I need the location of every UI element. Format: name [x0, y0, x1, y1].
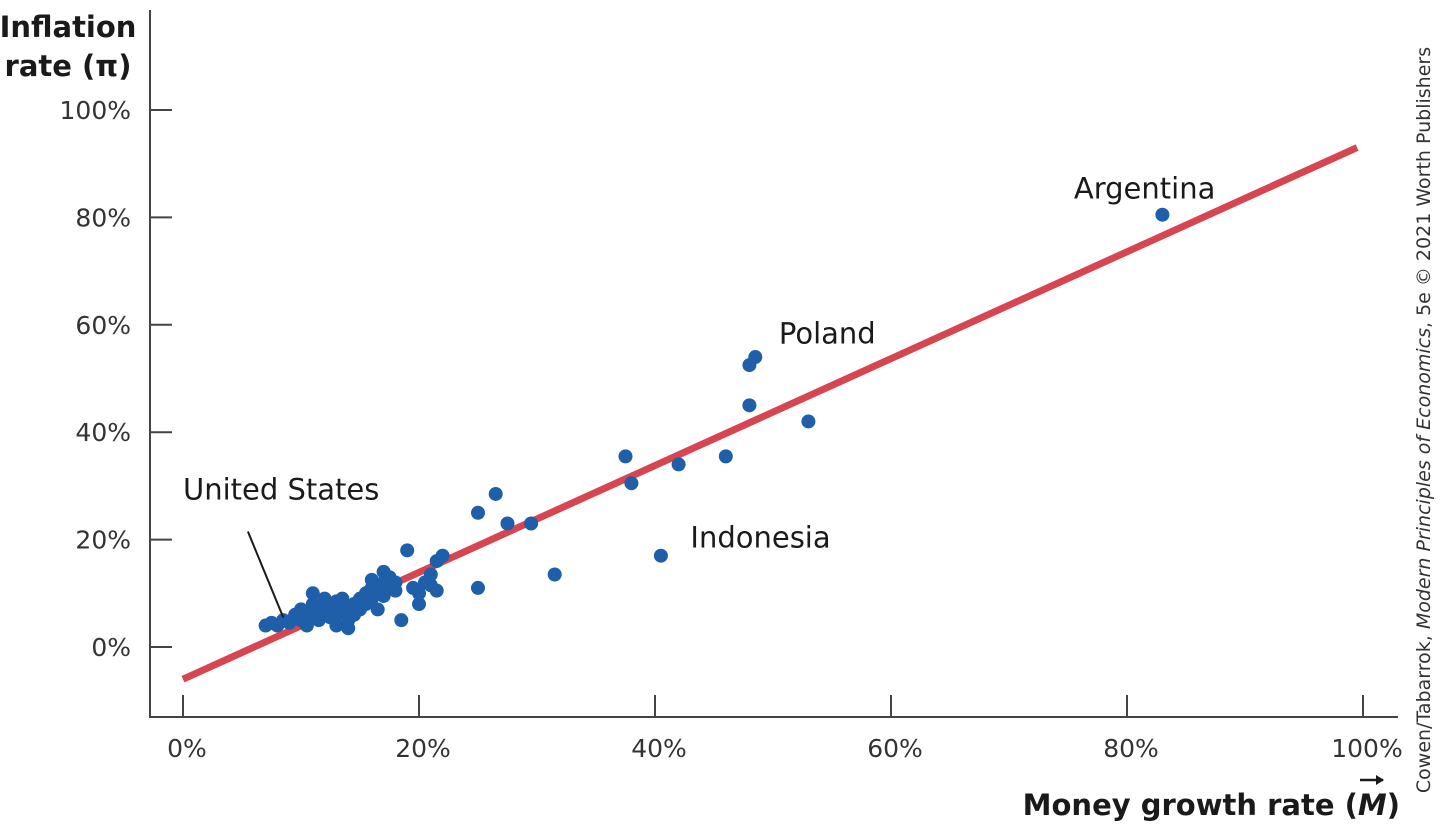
data-point: [299, 618, 314, 633]
annotations: Argentina Poland Indonesia United States: [183, 172, 1215, 618]
x-tick-label: 0%: [167, 734, 207, 763]
data-point: [742, 398, 757, 413]
data-point: [394, 613, 409, 628]
y-axis-label-line-1: Inflation: [0, 10, 136, 44]
x-axis-label-suffix: ): [1387, 788, 1400, 822]
united-states-leader-line: [246, 531, 285, 618]
y-ticks: 0% 20% 40% 60% 80% 100%: [60, 96, 172, 662]
data-point: [1155, 207, 1170, 222]
annotation-label: Poland: [779, 317, 876, 351]
annotation-label: Argentina: [1074, 172, 1215, 206]
x-axis-label-text: Money growth rate (M): [1023, 788, 1400, 822]
data-point: [305, 586, 320, 601]
y-tick-label: 0%: [91, 633, 131, 662]
y-tick-label: 40%: [75, 418, 131, 447]
x-tick-label: 100%: [1331, 734, 1402, 763]
data-point: [341, 621, 356, 636]
x-axis-label: Money growth rate (M): [1023, 775, 1400, 822]
data-point: [364, 572, 379, 587]
x-tick-label: 60%: [867, 734, 923, 763]
credit-part: Cowen/Tabarrok,: [1413, 629, 1435, 793]
y-axis-label-line-2: rate (π): [5, 49, 132, 83]
data-point: [488, 486, 503, 501]
x-axis-label-symbol: M: [1358, 788, 1387, 822]
data-point: [329, 618, 344, 633]
x-tick-label: 80%: [1103, 734, 1159, 763]
y-tick-label: 60%: [75, 311, 131, 340]
data-point: [471, 505, 485, 520]
data-point: [624, 476, 639, 491]
data-point: [547, 567, 562, 582]
data-point: [435, 548, 450, 563]
annotation-label: United States: [183, 472, 379, 506]
y-tick-label: 20%: [75, 526, 131, 555]
data-point: [801, 414, 816, 429]
credit-part: , 5e © 2021 Worth Publishers: [1413, 47, 1435, 328]
data-point: [412, 586, 426, 601]
data-point: [388, 575, 403, 590]
data-point: [400, 543, 415, 558]
y-tick-label: 80%: [75, 203, 131, 232]
data-point: [412, 597, 426, 612]
x-axis-label-prefix: Money growth rate (: [1023, 788, 1358, 822]
x-tick-label: 20%: [395, 734, 451, 763]
data-point: [748, 350, 763, 365]
data-point: [718, 449, 733, 464]
data-point: [471, 580, 485, 595]
data-point: [429, 583, 444, 598]
x-tick-label: 40%: [631, 734, 687, 763]
data-point: [671, 457, 686, 472]
data-point: [500, 516, 515, 531]
credit-part: Modern Principles of Economics: [1413, 328, 1435, 629]
y-tick-label: 100%: [60, 96, 131, 125]
copyright-credit: Cowen/Tabarrok, Modern Principles of Eco…: [1413, 47, 1435, 793]
data-point: [618, 449, 633, 464]
annotation-label: Indonesia: [690, 521, 830, 555]
y-axis-label: Inflation rate (π): [0, 10, 136, 83]
data-point: [653, 548, 668, 563]
data-points: [258, 207, 1170, 636]
x-ticks: 0% 20% 40% 60% 80% 100%: [167, 695, 1403, 763]
data-point: [370, 602, 385, 617]
x-axis-label-arrow-head: [1376, 775, 1384, 785]
data-point: [423, 567, 438, 582]
data-point: [524, 516, 539, 531]
